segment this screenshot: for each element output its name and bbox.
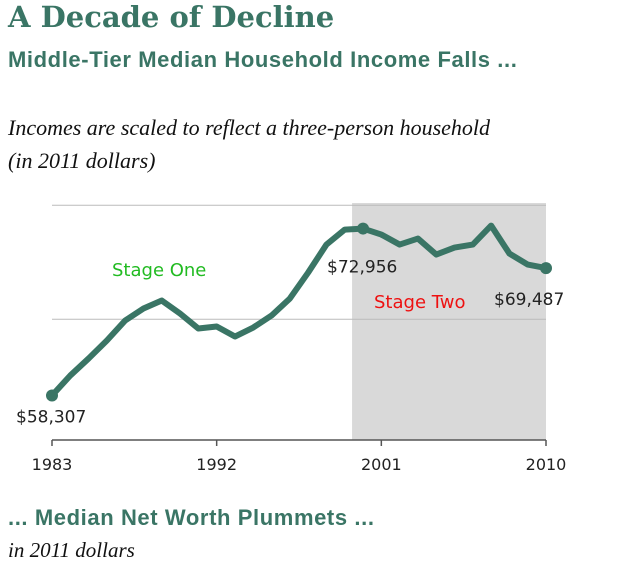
shaded-region — [352, 203, 546, 440]
marker — [540, 262, 552, 275]
footer-subtitle: in 2011 dollars — [8, 538, 135, 562]
marker — [357, 222, 370, 235]
x-tick-label: 1992 — [196, 455, 237, 474]
value-label: $69,487 — [494, 290, 564, 310]
x-tick-label: 2001 — [361, 455, 402, 474]
chart: 1983 1992 2001 2010 $58,307 $72,956 $69,487 Sta… — [16, 203, 567, 474]
value-label: $72,956 — [327, 258, 397, 278]
x-tick-label: 1983 — [32, 455, 73, 474]
title: A Decade of Decline — [8, 0, 335, 34]
marker — [46, 389, 58, 402]
footer-title: ... Median Net Worth Plummets ... — [8, 505, 375, 530]
annotation: Stage One — [112, 260, 206, 281]
x-tick-label: 2010 — [526, 455, 567, 474]
description: Incomes are scaled to reflect a three-pe… — [8, 115, 491, 173]
subtitle: Middle-Tier Median Household Income Fall… — [8, 47, 518, 72]
line — [49, 222, 549, 399]
annotation: Stage Two — [374, 292, 466, 313]
value-label: $58,307 — [16, 407, 86, 427]
